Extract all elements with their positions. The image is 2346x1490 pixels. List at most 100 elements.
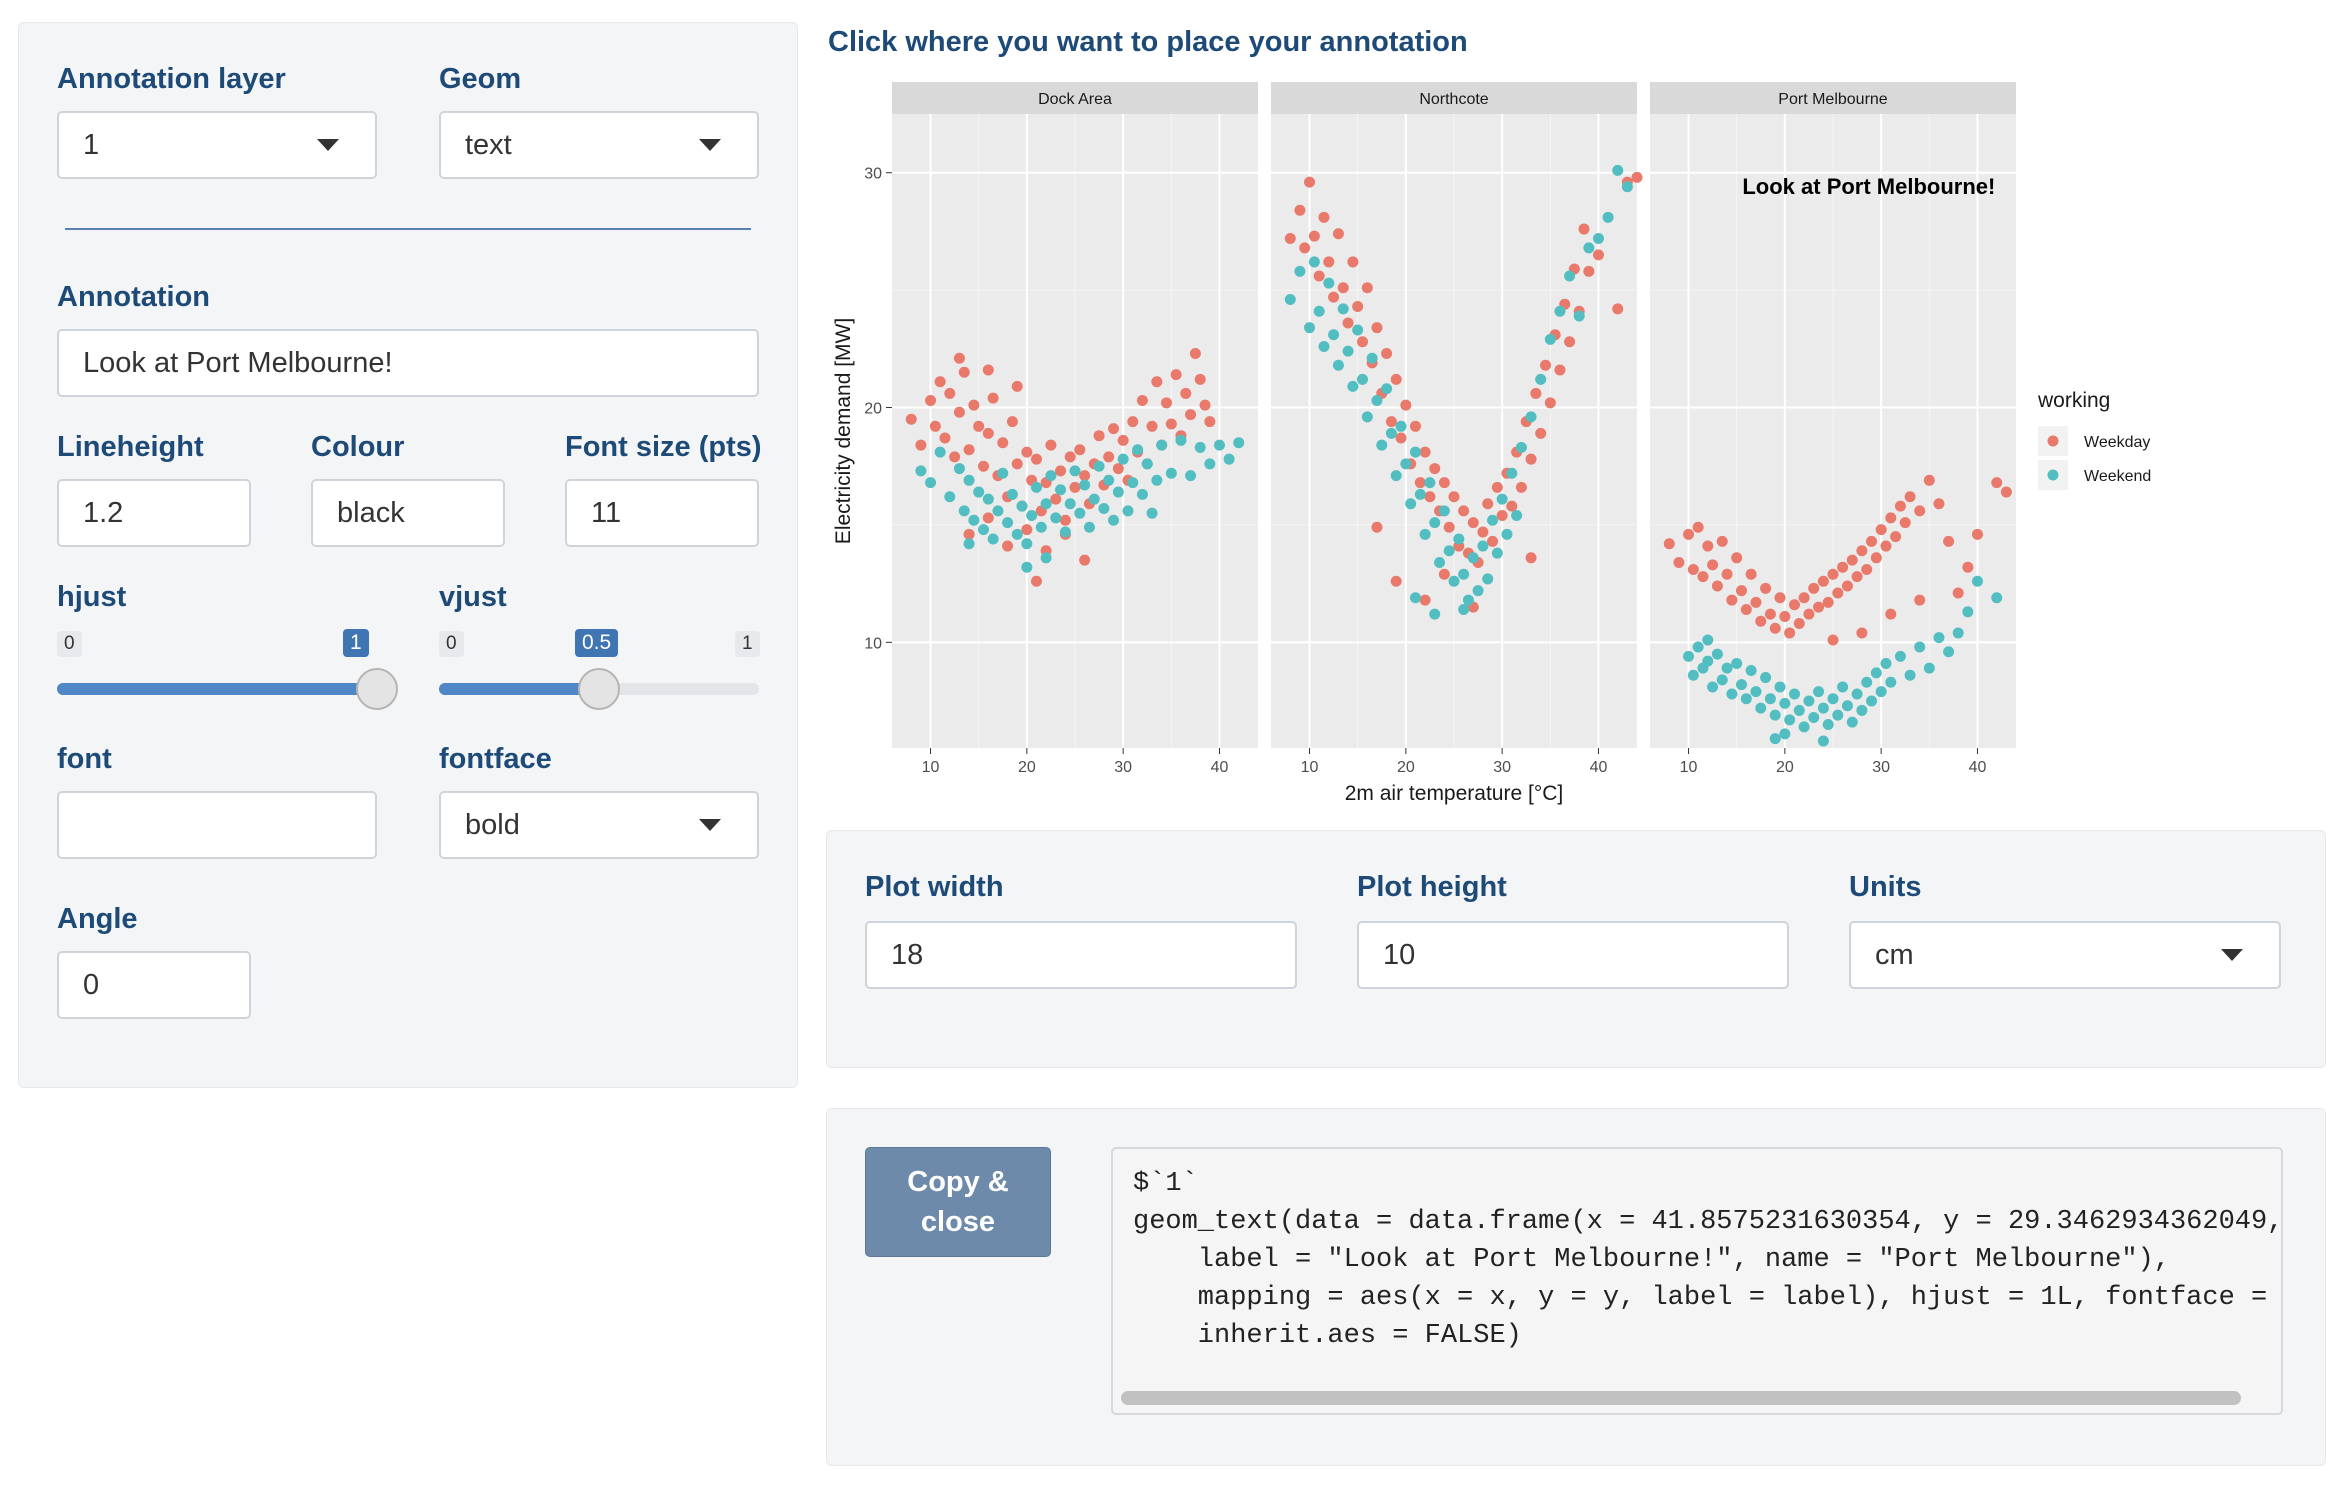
hjust-value-bubble: 1 [343,629,369,657]
vjust-slider-fill [439,683,599,695]
copy-close-button[interactable]: Copy & close [865,1147,1051,1257]
point-weekend-northcote [1602,211,1614,223]
point-weekend-northcote [1458,603,1470,615]
point-weekday-northcote [1544,397,1556,409]
point-weekend-port-melbourne [1841,700,1853,712]
point-weekend-dock-area [1194,441,1206,453]
point-weekday-port-melbourne [1991,477,2003,489]
plot-width-input[interactable]: 18 [865,921,1297,989]
annotation-plot[interactable]: Dock Area 10 20 30 40 Northcote 10 20 30 40 Port M… [828,70,2228,830]
colour-input[interactable]: black [311,479,505,547]
chevron-down-icon [317,139,339,151]
point-weekday-dock-area [1069,481,1081,493]
point-weekend-northcote [1332,359,1344,371]
font-size-input[interactable]: 11 [565,479,759,547]
hjust-slider-handle[interactable] [356,668,398,710]
point-weekend-northcote [1294,265,1306,277]
point-weekend-dock-area [1117,453,1129,465]
font-size-label: Font size (pts) [565,431,762,463]
point-weekday-northcote [1318,211,1330,223]
fontface-select[interactable]: bold [439,791,759,859]
facet-strip-label: Northcote [1419,91,1488,108]
annotation-input[interactable]: Look at Port Melbourne! [57,329,759,397]
point-weekday-northcote [1284,232,1296,244]
point-weekday-port-melbourne [1827,634,1839,646]
geom-select[interactable]: text [439,111,759,179]
point-weekday-port-melbourne [1870,552,1882,564]
point-weekday-northcote [1371,322,1383,334]
point-weekday-northcote [1583,265,1595,277]
angle-input[interactable]: 0 [57,951,251,1019]
point-weekday-dock-area [1064,451,1076,463]
point-weekday-northcote [1294,204,1306,216]
x-tick-label: 30 [1493,759,1511,776]
x-axis-title: 2m air temperature [°C] [1345,782,1563,805]
point-weekend-port-melbourne [1702,655,1714,667]
point-weekend-dock-area [1055,484,1067,496]
code-output[interactable]: $`1` geom_text(data = data.frame(x = 41.… [1111,1147,2283,1415]
vjust-slider-handle[interactable] [578,668,620,710]
point-weekend-northcote [1511,510,1523,522]
point-weekend-dock-area [1021,538,1033,550]
x-tick-label: 20 [1397,759,1415,776]
point-weekend-port-melbourne [1687,669,1699,681]
point-weekday-northcote [1390,575,1402,587]
point-weekend-port-melbourne [1904,669,1916,681]
point-weekend-northcote [1318,340,1330,352]
facet-strip [892,82,1258,114]
point-weekday-port-melbourne [1866,535,1878,547]
font-input[interactable] [57,791,377,859]
point-weekend-northcote [1371,394,1383,406]
point-weekend-dock-area [1146,507,1158,519]
geom-value: text [465,128,512,161]
point-weekday-northcote [1409,420,1421,432]
point-weekday-dock-area [949,451,961,463]
point-weekend-northcote [1573,310,1585,322]
point-weekday-northcote [1467,517,1479,529]
point-weekend-northcote [1583,242,1595,254]
horizontal-scrollbar[interactable] [1121,1391,2241,1405]
point-weekday-dock-area [1161,397,1172,409]
point-weekend-dock-area [925,477,937,489]
point-weekend-northcote [1535,373,1547,385]
point-weekday-port-melbourne [1962,561,1974,573]
point-weekday-port-melbourne [1837,561,1849,573]
point-weekday-northcote [1530,387,1542,399]
fontface-value: bold [465,808,520,841]
point-weekend-port-melbourne [1827,693,1839,705]
point-weekday-port-melbourne [1933,498,1945,510]
point-weekend-port-melbourne [1856,704,1868,716]
point-weekday-dock-area [978,460,989,472]
point-weekend-northcote [1390,470,1402,482]
x-tick-label: 20 [1776,759,1794,776]
units-select[interactable]: cm [1849,921,2281,989]
point-weekday-northcote [1419,594,1431,606]
point-weekend-northcote [1376,439,1388,451]
plot-annotation-text: Look at Port Melbourne! [1742,174,1995,199]
point-weekday-northcote [1554,364,1566,376]
point-weekday-port-melbourne [1856,545,1868,557]
point-weekday-port-melbourne [1952,587,1964,599]
point-weekend-northcote [1491,547,1503,559]
point-weekend-dock-area [1069,465,1081,477]
x-tick-label: 10 [1680,759,1698,776]
annotation-layer-select[interactable]: 1 [57,111,377,179]
lineheight-input[interactable]: 1.2 [57,479,251,547]
point-weekday-northcote [1381,348,1393,360]
x-tick-label: 10 [1301,759,1319,776]
point-weekday-dock-area [1204,416,1216,428]
point-weekend-dock-area [1141,458,1153,470]
point-weekend-dock-area [934,446,946,458]
point-weekend-northcote [1592,232,1604,244]
point-weekday-northcote [1347,256,1359,268]
point-weekday-port-melbourne [1793,618,1805,630]
point-weekday-dock-area [1136,394,1148,406]
vjust-max-label: 1 [735,631,760,657]
point-weekend-dock-area [1103,474,1115,486]
point-weekday-northcote [1496,510,1508,522]
facet-strip [1650,82,2016,114]
point-weekend-northcote [1284,294,1296,306]
point-weekday-port-melbourne [1923,474,1935,486]
plot-height-input[interactable]: 10 [1357,921,1789,989]
point-weekday-dock-area [1079,554,1091,566]
